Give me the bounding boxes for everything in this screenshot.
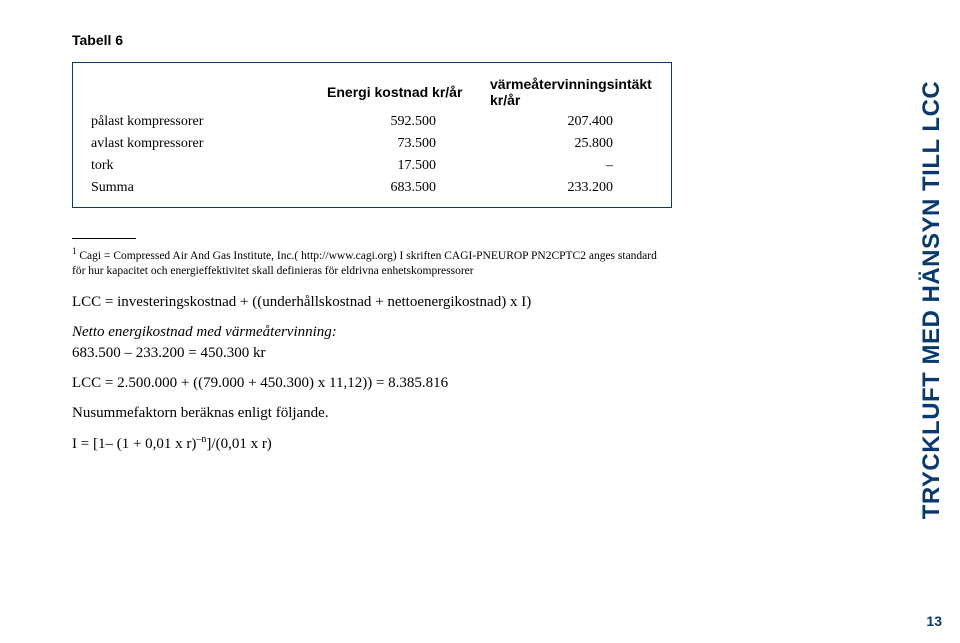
table-box: Energi kostnad kr/år värmeåtervinningsin… [72, 62, 672, 208]
paragraph-formula: I = [1– (1 + 0,01 x r)–n]/(0,01 x r) [72, 433, 672, 456]
th-empty [91, 73, 327, 111]
formula-post: ]/(0,01 x r) [206, 436, 271, 452]
table-row: Summa 683.500 233.200 [91, 177, 653, 199]
sidebar-title: TRYCKLUFT MED HÄNSYN TILL LCC [918, 81, 946, 519]
cell-a: 17.500 [327, 155, 490, 177]
paragraph-lcc-calc: LCC = 2.500.000 + ((79.000 + 450.300) x … [72, 373, 672, 395]
cell-b: – [490, 155, 653, 177]
cell-label: avlast kompressorer [91, 133, 327, 155]
cell-b: 233.200 [490, 177, 653, 199]
cell-label: Summa [91, 177, 327, 199]
cell-label: tork [91, 155, 327, 177]
table-row: avlast kompressorer 73.500 25.800 [91, 133, 653, 155]
paragraph-nusumme: Nusummefaktorn beräknas enligt följande. [72, 403, 672, 425]
cell-label: pålast kompressorer [91, 111, 327, 133]
cell-a: 73.500 [327, 133, 490, 155]
body-text: LCC = investeringskostnad + ((underhålls… [72, 292, 672, 456]
th-energi: Energi kostnad kr/år [327, 73, 490, 111]
table-row: pålast kompressorer 592.500 207.400 [91, 111, 653, 133]
paragraph-lcc-def: LCC = investeringskostnad + ((underhålls… [72, 292, 672, 314]
formula-sup: –n [196, 434, 206, 445]
table-header-row: Energi kostnad kr/år värmeåtervinningsin… [91, 73, 653, 111]
formula-pre: I = [1– (1 + 0,01 x r) [72, 436, 196, 452]
cell-b: 25.800 [490, 133, 653, 155]
netto-calc: 683.500 – 233.200 = 450.300 kr [72, 345, 265, 361]
table-caption: Tabell 6 [72, 32, 904, 48]
data-table: Energi kostnad kr/år värmeåtervinningsin… [91, 73, 653, 199]
cell-a: 592.500 [327, 111, 490, 133]
cell-a: 683.500 [327, 177, 490, 199]
footnote-text: Cagi = Compressed Air And Gas Institute,… [72, 250, 657, 278]
cell-b: 207.400 [490, 111, 653, 133]
italic-label: Netto energikostnad med värmeåtervinning… [72, 324, 337, 340]
footnote-rule [72, 238, 136, 239]
footnote: 1 Cagi = Compressed Air And Gas Institut… [72, 245, 672, 280]
table-row: tork 17.500 – [91, 155, 653, 177]
th-varme: värmeåtervinningsintäkt kr/år [490, 73, 653, 111]
page: Tabell 6 Energi kostnad kr/år värmeåterv… [0, 0, 960, 643]
sidebar: TRYCKLUFT MED HÄNSYN TILL LCC [904, 0, 960, 600]
page-number: 13 [926, 613, 942, 629]
paragraph-netto: Netto energikostnad med värmeåtervinning… [72, 322, 672, 366]
